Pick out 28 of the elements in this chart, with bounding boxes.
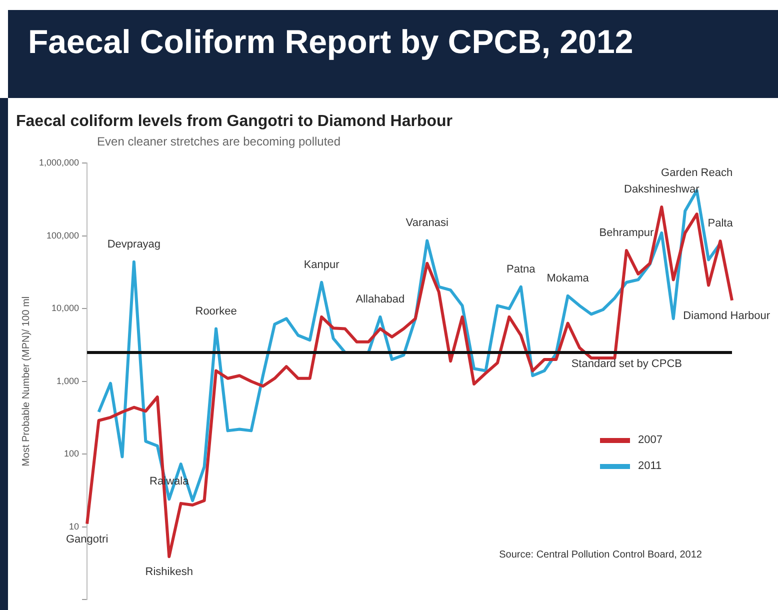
annotation: Garden Reach: [661, 167, 733, 180]
annotation: Behrampur: [599, 227, 654, 240]
legend-label: 2011: [638, 460, 662, 472]
chart-subtitle: Faecal coliform levels from Gangotri to Diamond Harbour: [16, 113, 453, 130]
y-tick-label: 10,000: [52, 303, 80, 314]
annotation: Roorkee: [195, 305, 237, 318]
annotation: Diamond Harbour: [683, 310, 770, 322]
y-tick-label: 10: [69, 521, 80, 532]
annotation: Palta: [708, 218, 734, 230]
text: Even cleaner stretches are becoming polluted: [97, 134, 341, 148]
chart-title: Faecal Coliform Report by CPCB, 2012: [8, 10, 778, 98]
y-axis-title: Most Probable Number (MPN)/ 100 ml: [20, 296, 32, 466]
y-tick-label: 1,000: [56, 376, 80, 386]
annotation: Devprayag: [107, 238, 161, 250]
y-tick-label: 100: [64, 448, 80, 459]
annotation: Gangotri: [66, 533, 108, 546]
annotation: Source: Central Pollution Control Board, 2012: [499, 549, 702, 560]
legend-label: 2007: [638, 434, 662, 446]
annotation: Dakshineshwar: [624, 184, 700, 196]
ref-line-label: Standard set by CPCB: [571, 358, 682, 370]
annotation: Rishikesh: [145, 566, 193, 578]
annotation: Allahabad: [356, 293, 405, 306]
annotation: Mokama: [546, 272, 590, 284]
y-tick-label: 100,000: [46, 230, 80, 240]
annotation: Patna: [506, 263, 536, 276]
annotation: Varanasi: [406, 217, 448, 230]
annotation: Kanpur: [304, 258, 340, 271]
y-tick-label: 1,000,000: [38, 158, 80, 168]
